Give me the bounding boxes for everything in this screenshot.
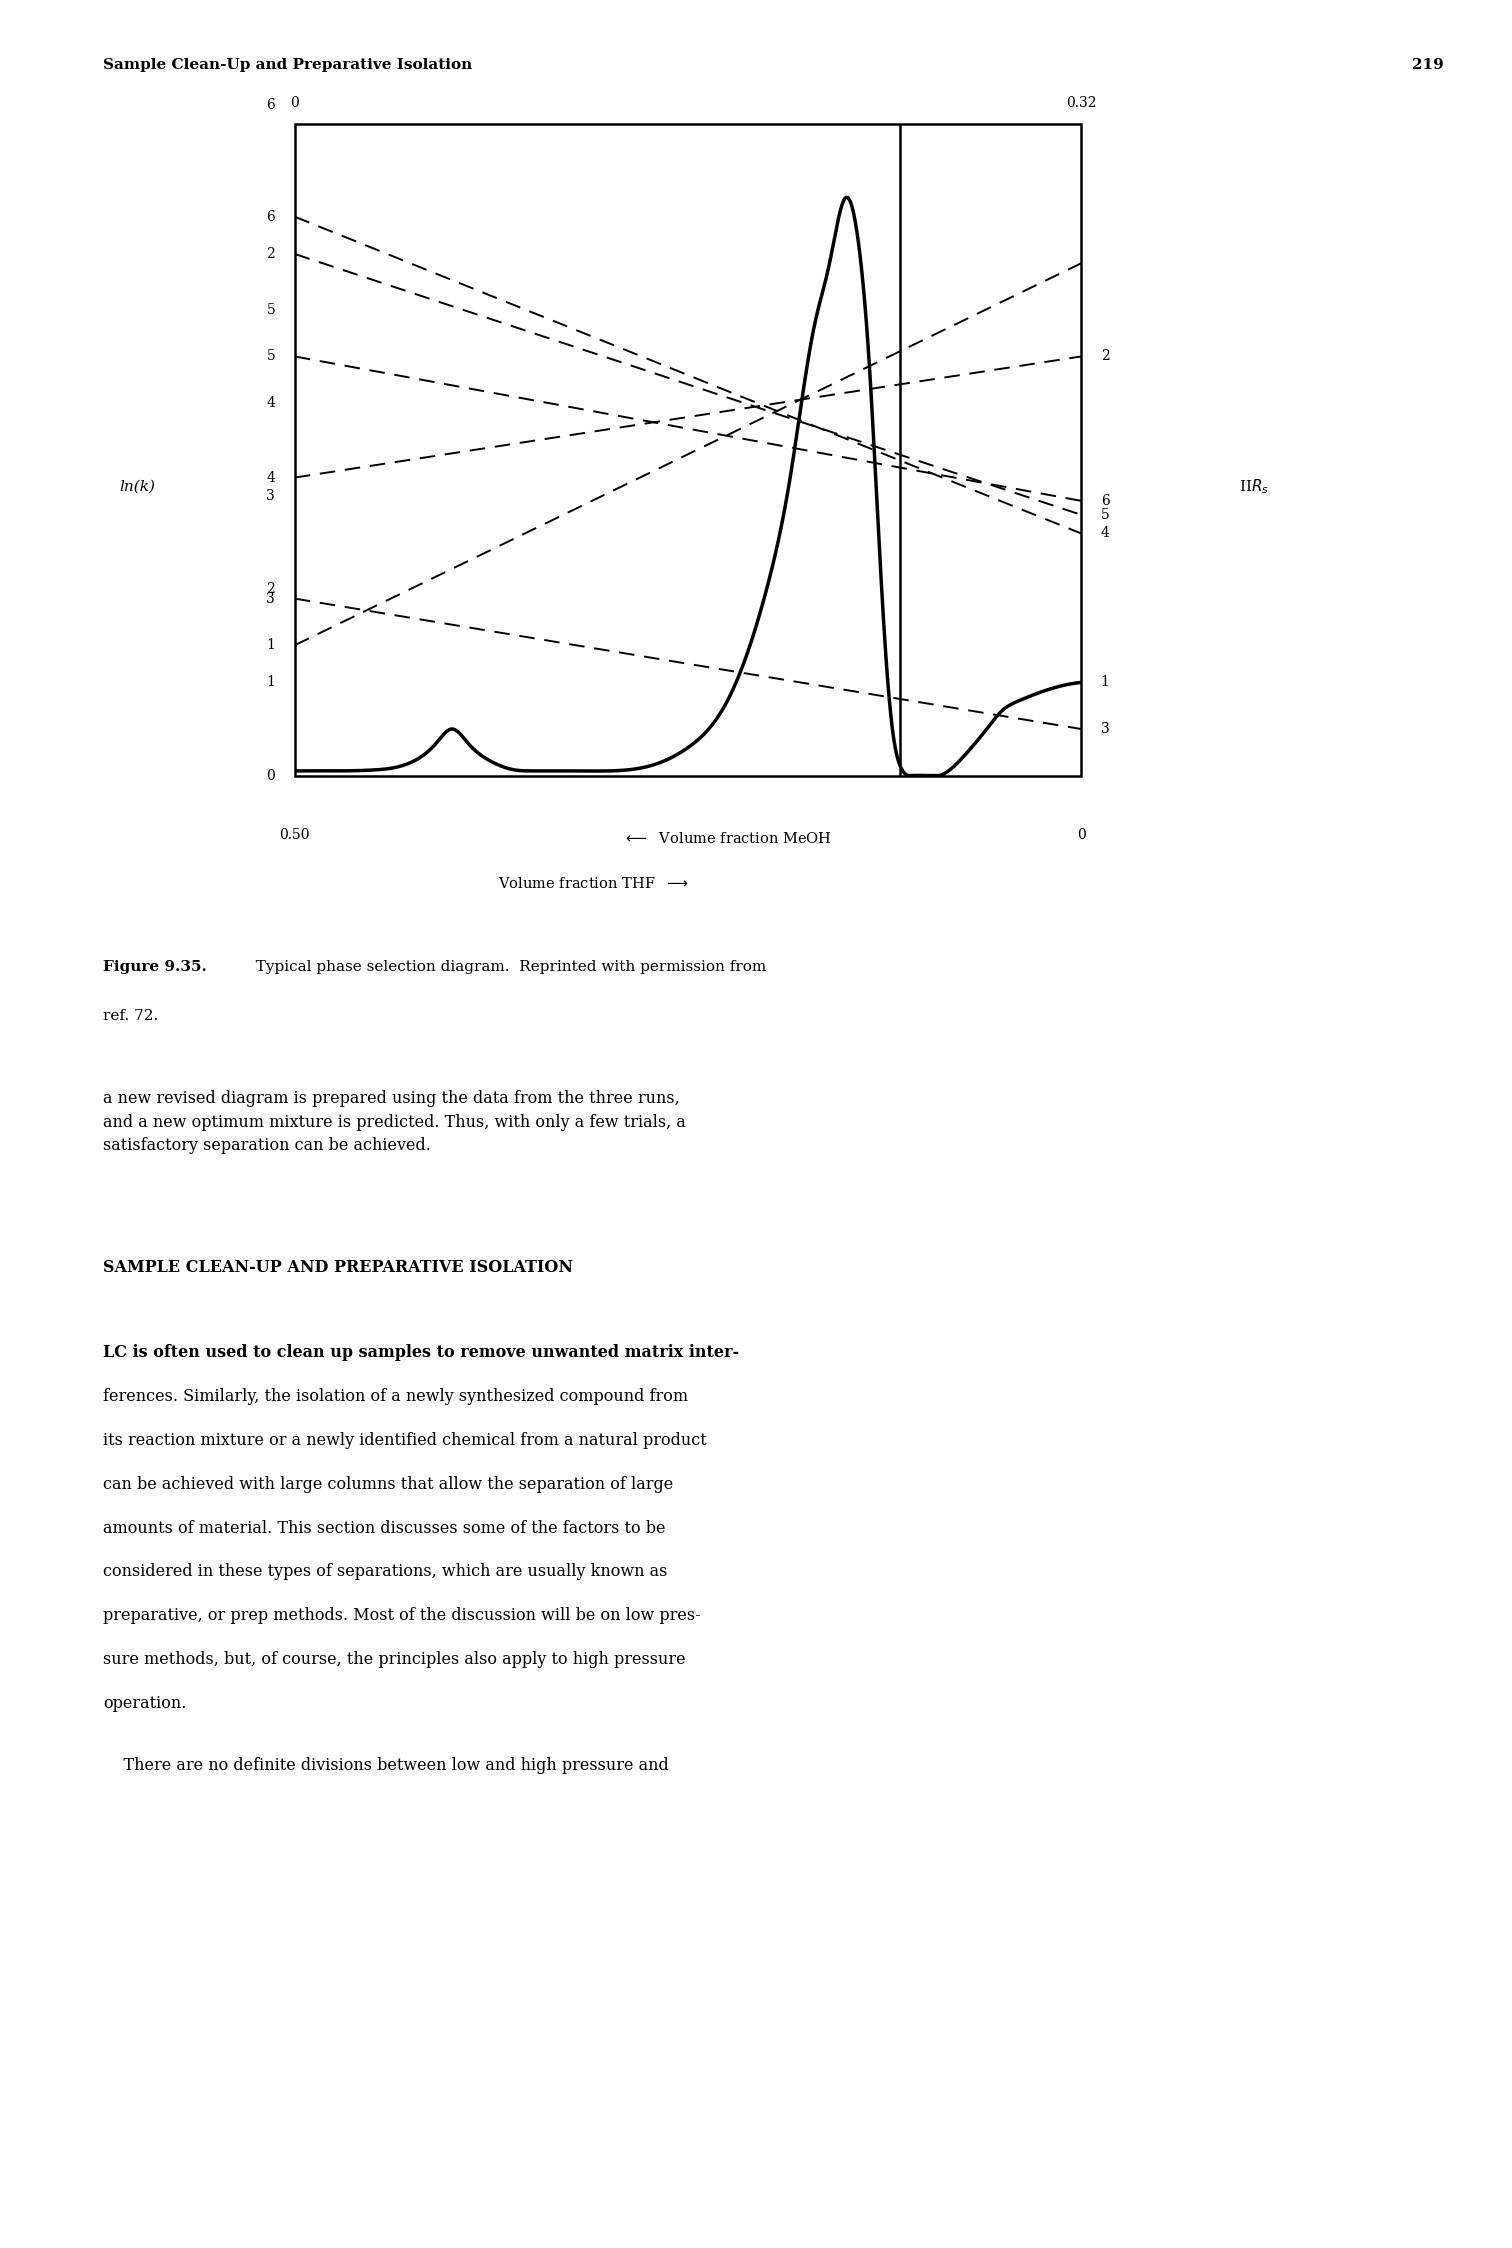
Text: Sample Clean-Up and Preparative Isolation: Sample Clean-Up and Preparative Isolatio…: [103, 58, 472, 72]
Text: 0.50: 0.50: [280, 827, 310, 841]
Text: operation.: operation.: [103, 1695, 186, 1713]
Text: 219: 219: [1412, 58, 1444, 72]
Text: 5: 5: [266, 348, 275, 364]
Text: SAMPLE CLEAN-UP AND PREPARATIVE ISOLATION: SAMPLE CLEAN-UP AND PREPARATIVE ISOLATIO…: [103, 1259, 573, 1277]
Text: 6: 6: [266, 209, 275, 225]
Text: LC is often used to clean up samples to remove unwanted matrix inter-: LC is often used to clean up samples to …: [103, 1344, 739, 1362]
Text: 3: 3: [266, 591, 275, 605]
Text: 6: 6: [1101, 495, 1110, 508]
Text: 4: 4: [1101, 526, 1110, 540]
Text: can be achieved with large columns that allow the separation of large: can be achieved with large columns that …: [103, 1475, 673, 1493]
Text: ln(k): ln(k): [119, 479, 156, 495]
Text: 3: 3: [1101, 722, 1110, 735]
Text: a new revised diagram is prepared using the data from the three runs,
and a new : a new revised diagram is prepared using …: [103, 1090, 685, 1153]
Text: 1: 1: [1101, 674, 1110, 690]
Text: 4: 4: [266, 470, 275, 486]
Text: 0: 0: [290, 97, 299, 110]
Text: 2: 2: [1101, 348, 1110, 364]
Text: ref. 72.: ref. 72.: [103, 1009, 159, 1023]
Text: considered in these types of separations, which are usually known as: considered in these types of separations…: [103, 1565, 667, 1580]
Text: There are no definite divisions between low and high pressure and: There are no definite divisions between …: [103, 1758, 668, 1774]
Text: Volume fraction THF  $\longrightarrow$: Volume fraction THF $\longrightarrow$: [499, 877, 689, 890]
Text: sure methods, but, of course, the principles also apply to high pressure: sure methods, but, of course, the princi…: [103, 1650, 685, 1668]
Text: 0.32: 0.32: [1066, 97, 1096, 110]
Text: 1: 1: [266, 638, 275, 652]
Text: 0: 0: [266, 769, 275, 782]
Text: 6: 6: [266, 99, 275, 112]
Text: ferences. Similarly, the isolation of a newly synthesized compound from: ferences. Similarly, the isolation of a …: [103, 1387, 688, 1405]
Text: 4: 4: [266, 396, 275, 409]
Text: $\longleftarrow$  Volume fraction MeOH: $\longleftarrow$ Volume fraction MeOH: [623, 832, 832, 845]
Text: amounts of material. This section discusses some of the factors to be: amounts of material. This section discus…: [103, 1520, 665, 1538]
Text: 2: 2: [266, 247, 275, 261]
Text: its reaction mixture or a newly identified chemical from a natural product: its reaction mixture or a newly identifi…: [103, 1432, 706, 1450]
Bar: [295, 124, 1081, 776]
Text: 3: 3: [266, 490, 275, 504]
Text: II$R_s$: II$R_s$: [1238, 477, 1269, 497]
Text: Typical phase selection diagram.  Reprinted with permission from: Typical phase selection diagram. Reprint…: [246, 960, 767, 973]
Text: preparative, or prep methods. Most of the discussion will be on low pres-: preparative, or prep methods. Most of th…: [103, 1607, 700, 1625]
Text: 5: 5: [1101, 508, 1110, 522]
Text: Figure 9.35.: Figure 9.35.: [103, 960, 207, 973]
Text: 1: 1: [266, 674, 275, 690]
Text: 0: 0: [1077, 827, 1086, 841]
Text: 5: 5: [266, 303, 275, 317]
Text: 2: 2: [266, 582, 275, 596]
